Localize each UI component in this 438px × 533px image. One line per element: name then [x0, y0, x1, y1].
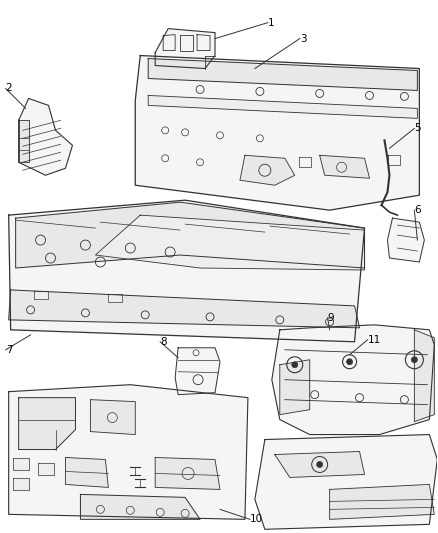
- Polygon shape: [155, 29, 215, 69]
- Text: 6: 6: [414, 205, 421, 215]
- Circle shape: [411, 357, 417, 363]
- Polygon shape: [19, 120, 28, 162]
- Polygon shape: [135, 55, 419, 210]
- Polygon shape: [13, 458, 28, 471]
- Polygon shape: [388, 218, 424, 262]
- Polygon shape: [81, 495, 200, 519]
- Text: 1: 1: [268, 18, 275, 28]
- Polygon shape: [320, 155, 370, 178]
- Polygon shape: [148, 59, 417, 91]
- Polygon shape: [16, 202, 364, 268]
- Text: 3: 3: [300, 34, 306, 44]
- Polygon shape: [9, 290, 360, 328]
- Polygon shape: [34, 291, 48, 299]
- Text: 2: 2: [6, 84, 12, 93]
- Polygon shape: [13, 479, 28, 490]
- Polygon shape: [155, 457, 220, 489]
- Polygon shape: [280, 360, 310, 415]
- Polygon shape: [19, 99, 72, 175]
- Polygon shape: [240, 155, 295, 185]
- Polygon shape: [148, 95, 417, 118]
- Polygon shape: [9, 385, 248, 519]
- Text: 11: 11: [367, 335, 381, 345]
- Polygon shape: [108, 294, 122, 302]
- Circle shape: [346, 359, 353, 365]
- Circle shape: [317, 462, 323, 467]
- Polygon shape: [175, 348, 220, 394]
- Polygon shape: [19, 398, 75, 449]
- Polygon shape: [9, 200, 364, 342]
- Text: 7: 7: [6, 345, 12, 355]
- Polygon shape: [90, 400, 135, 434]
- Polygon shape: [330, 484, 434, 519]
- Text: 5: 5: [414, 123, 421, 133]
- Text: 8: 8: [160, 337, 167, 347]
- Polygon shape: [255, 434, 437, 529]
- Text: 10: 10: [250, 514, 263, 524]
- Circle shape: [292, 362, 298, 368]
- Polygon shape: [275, 451, 364, 478]
- Polygon shape: [38, 464, 53, 475]
- Polygon shape: [66, 457, 108, 487]
- Text: 9: 9: [328, 313, 334, 323]
- Polygon shape: [95, 215, 364, 270]
- Polygon shape: [414, 330, 434, 422]
- Polygon shape: [272, 325, 434, 434]
